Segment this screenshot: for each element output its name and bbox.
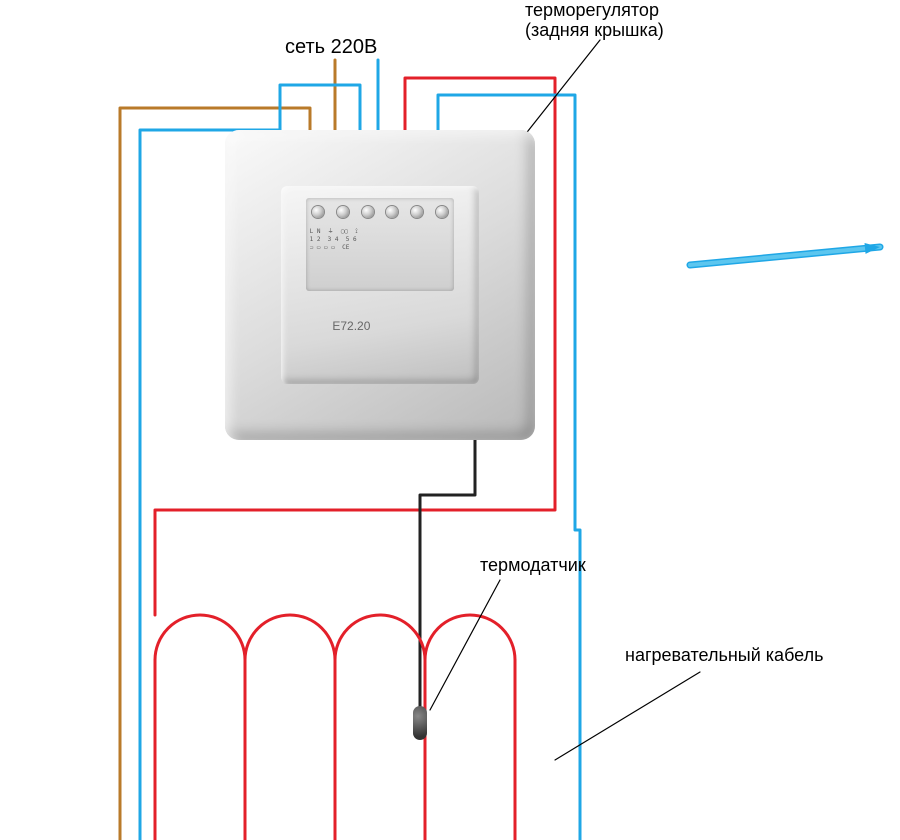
- thermostat-back: E72.20 L N ⏚ ▢▢ ⟟1 2 3 4 5 6▭ ▭ ▭ ▭ CE: [225, 130, 535, 440]
- label-sensor: термодатчик: [480, 555, 586, 576]
- terminal-block: L N ⏚ ▢▢ ⟟1 2 3 4 5 6▭ ▭ ▭ ▭ CE: [306, 198, 455, 291]
- terminal-screw: [362, 206, 374, 218]
- label-thermostat-2: (задняя крышка): [525, 20, 664, 41]
- terminal-screw: [386, 206, 398, 218]
- label-thermostat-1: терморегулятор: [525, 0, 659, 21]
- terminal-screw: [337, 206, 349, 218]
- label-mains: сеть 220В: [285, 36, 377, 59]
- thermostat-model: E72.20: [332, 319, 370, 333]
- label-heater: нагревательный кабель: [625, 645, 823, 666]
- sensor-probe-icon: [413, 706, 427, 740]
- terminal-screw: [411, 206, 423, 218]
- pcb-markings: L N ⏚ ▢▢ ⟟1 2 3 4 5 6▭ ▭ ▭ ▭ CE: [310, 228, 451, 287]
- terminal-screw: [312, 206, 324, 218]
- diagram-stage: E72.20 L N ⏚ ▢▢ ⟟1 2 3 4 5 6▭ ▭ ▭ ▭ CE с…: [0, 0, 900, 840]
- terminal-screw: [436, 206, 448, 218]
- terminal-strip: [306, 202, 455, 222]
